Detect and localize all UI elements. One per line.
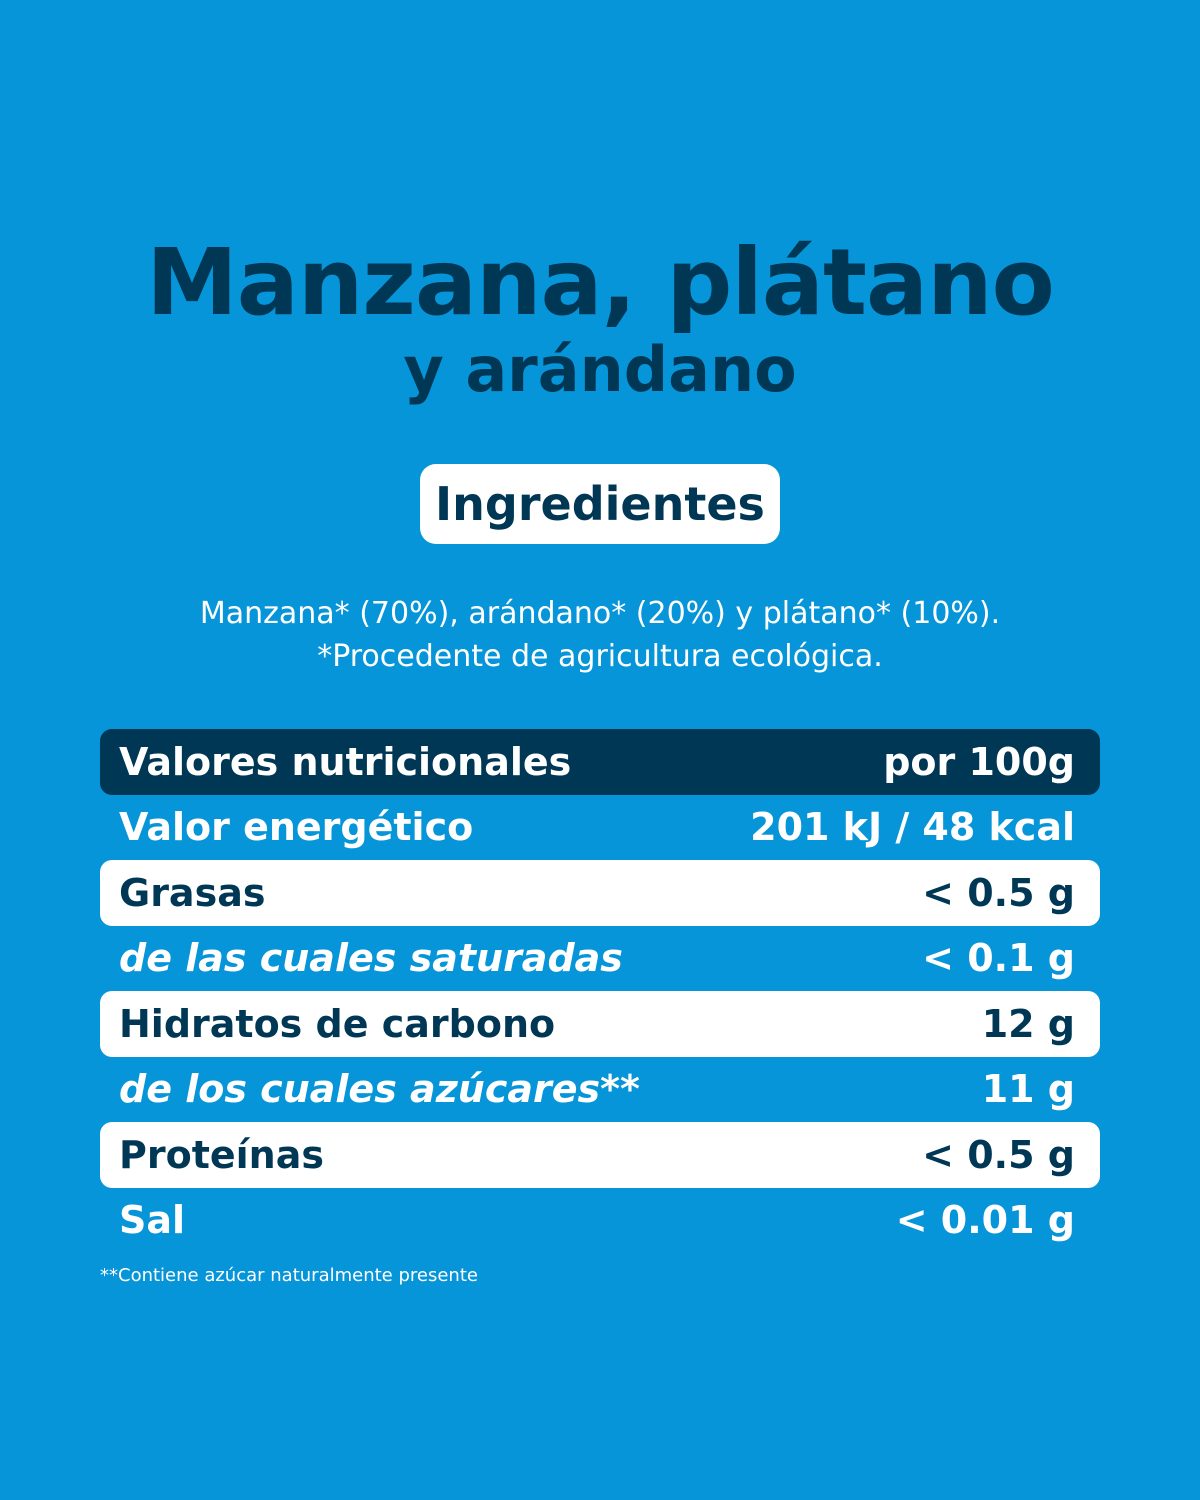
product-title: Manzana, plátano: [146, 229, 1055, 336]
nutrition-table: Valores nutricionales por 100g Valor ene…: [100, 729, 1100, 1253]
row-value: 11 g: [981, 1067, 1075, 1112]
nutrition-table-header: Valores nutricionales por 100g: [100, 729, 1100, 795]
product-subtitle: y arándano: [403, 333, 797, 406]
row-label: Hidratos de carbono: [119, 1001, 556, 1046]
row-value: < 0.1 g: [922, 936, 1075, 981]
row-value: 201 kJ / 48 kcal: [750, 805, 1075, 850]
ingredients-list: Manzana* (70%), arándano* (20%) y plátan…: [199, 596, 1001, 631]
row-sugars: de los cuales azúcares** 11 g: [100, 1057, 1100, 1123]
row-label: de los cuales azúcares**: [119, 1067, 640, 1112]
row-value: < 0.5 g: [922, 1132, 1075, 1177]
row-label: Proteínas: [119, 1132, 324, 1177]
ingredients-heading-badge: Ingredientes: [420, 464, 780, 544]
row-saturated-fat: de las cuales saturadas < 0.1 g: [100, 926, 1100, 992]
row-label: Grasas: [119, 870, 266, 915]
row-value: 12 g: [981, 1001, 1075, 1046]
row-label: Valor energético: [119, 805, 474, 850]
sugar-footnote: **Contiene azúcar naturalmente presente: [100, 1265, 478, 1286]
header-label: Valores nutricionales: [119, 739, 572, 784]
row-energy: Valor energético 201 kJ / 48 kcal: [100, 795, 1100, 861]
row-value: < 0.5 g: [922, 870, 1075, 915]
row-value: < 0.01 g: [895, 1198, 1075, 1243]
row-salt: Sal < 0.01 g: [100, 1188, 1100, 1254]
ingredients-text: Manzana* (70%), arándano* (20%) y plátan…: [0, 592, 1200, 678]
row-fat: Grasas < 0.5 g: [100, 860, 1100, 926]
row-carbohydrates: Hidratos de carbono 12 g: [100, 991, 1100, 1057]
header-value: por 100g: [883, 739, 1075, 784]
row-label: Sal: [119, 1198, 186, 1243]
row-label: de las cuales saturadas: [119, 936, 623, 981]
ingredients-note: *Procedente de agricultura ecológica.: [317, 639, 883, 674]
row-protein: Proteínas < 0.5 g: [100, 1122, 1100, 1188]
